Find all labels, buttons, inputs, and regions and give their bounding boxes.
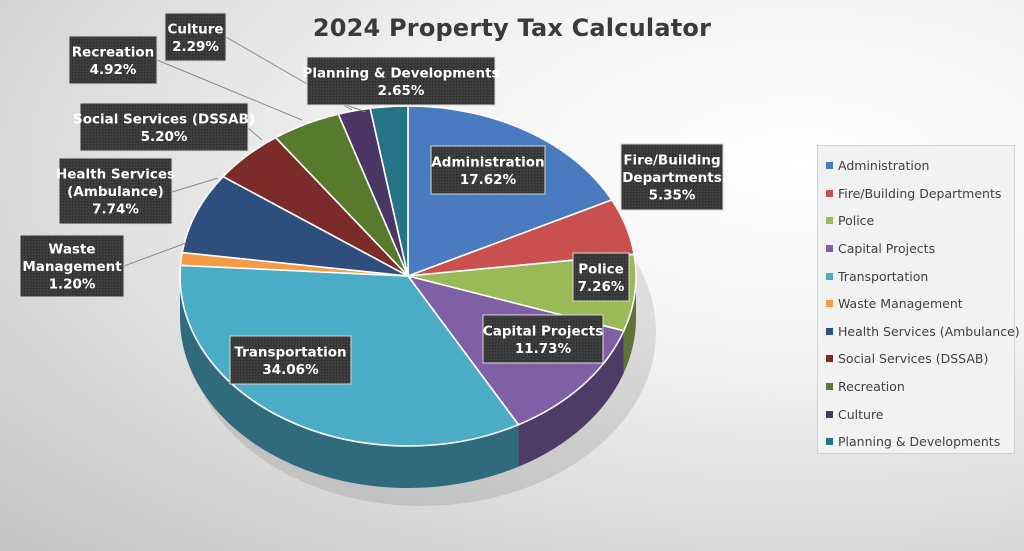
data-label-box xyxy=(620,143,724,211)
legend: Administration Fire/Building Departments P… xyxy=(817,145,1020,456)
wall-transportation xyxy=(180,276,519,488)
data-label-line: Health Services xyxy=(56,167,175,183)
data-label-line: Fire/Building xyxy=(623,153,720,169)
legend-item-planning-developments: Planning & Developments xyxy=(826,428,1014,456)
legend-swatch xyxy=(826,162,833,170)
data-label-box xyxy=(572,252,630,302)
data-label-line: 5.20% xyxy=(141,129,188,145)
legend-item-waste-management: Waste Management xyxy=(826,290,1014,318)
legend-swatch xyxy=(826,383,833,391)
leader-line-planning-developments xyxy=(345,104,367,113)
slice-planning-developments xyxy=(369,105,409,277)
legend-item-police: Police xyxy=(826,207,1014,235)
legend-item-fire-building-departments: Fire/Building Departments xyxy=(826,180,1014,208)
legend-label: Fire/Building Departments xyxy=(838,185,1002,201)
legend-label: Health Services (Ambulance) xyxy=(838,323,1020,339)
data-label-line: 5.35% xyxy=(649,188,696,204)
legend-item-capital-projects: Capital Projects xyxy=(826,235,1014,263)
data-label-box xyxy=(19,234,125,298)
legend-swatch xyxy=(826,245,833,253)
data-label-line: Administration xyxy=(431,154,544,170)
data-label-box xyxy=(430,145,546,195)
data-label-line: Social Services (DSSAB) xyxy=(73,111,255,127)
data-label-police: Police 7.26% xyxy=(572,252,630,302)
legend-swatch xyxy=(826,272,833,280)
data-label-line: (Ambulance) xyxy=(67,184,164,200)
legend-swatch xyxy=(826,217,833,225)
legend-label: Capital Projects xyxy=(838,241,936,257)
data-label-health-services-ambulance: Health Services(Ambulance) 7.74% xyxy=(56,157,175,225)
data-label-line: 17.62% xyxy=(460,172,517,188)
legend-swatch xyxy=(826,189,833,197)
data-label-line: Waste xyxy=(48,242,95,258)
data-label-line: Capital Projects xyxy=(483,323,603,339)
data-label-box xyxy=(229,335,352,385)
legend-item-health-services-ambulance: Health Services (Ambulance) xyxy=(826,318,1020,346)
data-label-line: Recreation xyxy=(72,44,154,60)
data-label-line: 34.06% xyxy=(262,362,319,378)
data-label-culture: Culture 2.29% xyxy=(164,12,227,62)
legend-swatch xyxy=(826,438,833,446)
chart-title: 2024 Property Tax Calculator xyxy=(312,14,712,42)
data-label-line: 11.73% xyxy=(515,341,572,357)
legend-label: Police xyxy=(838,213,875,229)
data-label-line: 4.92% xyxy=(90,62,137,78)
data-label-line: Departments xyxy=(622,170,722,186)
legend-swatch xyxy=(826,355,833,363)
data-label-line: 7.26% xyxy=(578,279,625,295)
data-label-transportation: Transportation 34.06% xyxy=(229,335,352,385)
wall-police xyxy=(623,276,636,373)
legend-label: Administration xyxy=(838,158,930,174)
legend-item-recreation: Recreation xyxy=(826,373,1014,401)
wall-capital-projects xyxy=(518,330,624,467)
data-label-line: Transportation xyxy=(234,344,346,360)
data-label-box xyxy=(306,56,496,106)
data-label-box xyxy=(68,35,158,85)
leader-line-social-services-dssab xyxy=(247,127,263,141)
data-label-line: 2.65% xyxy=(378,83,425,99)
data-label-capital-projects: Capital Projects 11.73% xyxy=(482,314,604,364)
legend-item-social-services-dssab: Social Services (DSSAB) xyxy=(826,345,1014,373)
legend-item-transportation: Transportation xyxy=(826,262,1014,290)
legend-item-culture: Culture xyxy=(826,400,1014,428)
data-label-line: 1.20% xyxy=(49,277,96,293)
data-label-line: 7.74% xyxy=(92,202,139,218)
data-label-box xyxy=(482,314,604,364)
legend-label: Culture xyxy=(838,406,884,422)
legend-label: Recreation xyxy=(838,379,905,395)
data-label-line: Management xyxy=(22,259,122,275)
data-label-box xyxy=(58,157,173,225)
legend-swatch xyxy=(826,327,833,335)
data-label-administration: Administration 17.62% xyxy=(430,145,546,195)
leader-line-health-services-ambulance xyxy=(171,177,219,193)
slice-health-services-ambulance xyxy=(181,175,409,277)
data-label-planning-developments: Planning & Developments 2.65% xyxy=(302,56,500,106)
legend-swatch xyxy=(826,300,833,308)
legend-item-administration: Administration xyxy=(826,152,1014,180)
legend-label: Transportation xyxy=(838,268,929,284)
legend-label: Social Services (DSSAB) xyxy=(838,351,989,367)
leader-line-waste-management xyxy=(123,242,187,267)
data-label-line: 2.29% xyxy=(172,39,219,55)
legend-label: Planning & Developments xyxy=(838,434,1001,450)
data-label-box xyxy=(79,102,249,152)
data-label-line: Planning & Developments xyxy=(302,65,499,81)
legend-label: Waste Management xyxy=(838,296,963,312)
legend-swatch xyxy=(826,410,833,418)
data-label-recreation: Recreation 4.92% xyxy=(68,35,158,85)
data-label-line: Police xyxy=(578,261,624,277)
data-label-box xyxy=(164,12,227,62)
leader-line-recreation xyxy=(156,59,303,121)
data-label-line: Culture xyxy=(167,21,223,37)
data-label-social-services-dssab: Social Services (DSSAB) 5.20% xyxy=(73,102,255,152)
